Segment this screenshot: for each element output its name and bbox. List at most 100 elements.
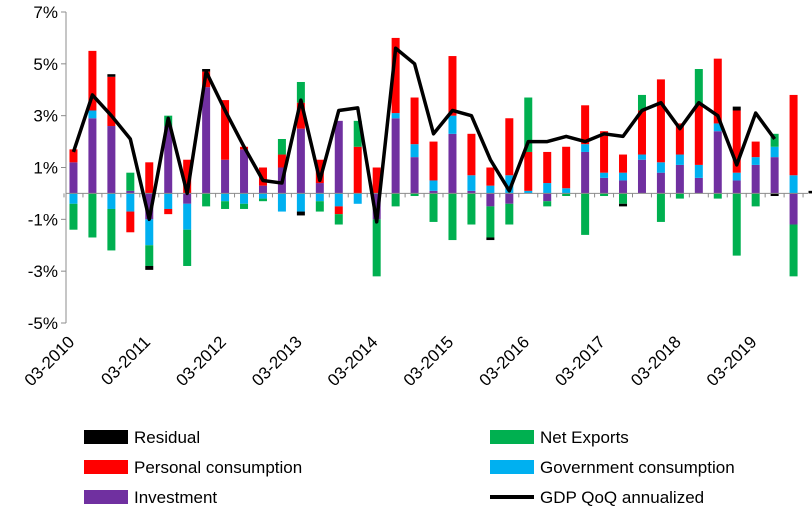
bar-segment-government-consumption (126, 193, 135, 212)
bar-segment-personal-consumption (789, 94, 798, 176)
bar-segment-government-consumption (675, 154, 684, 165)
bar-segment-government-consumption (637, 154, 646, 160)
bar-segment-government-consumption (334, 193, 343, 207)
legend-item-net-exports: Net Exports (490, 428, 629, 447)
legend-item-government-consumption: Government consumption (490, 458, 735, 477)
bar-segment-investment (656, 172, 665, 194)
bar-segment-government-consumption (391, 113, 400, 119)
bar-segment-residual (770, 193, 779, 197)
bar-segment-personal-consumption (562, 146, 571, 189)
bar-segment-investment (751, 164, 760, 194)
y-tick-label: -3% (28, 262, 58, 281)
bar-segment-government-consumption (619, 172, 628, 181)
bar-segment-personal-consumption (486, 167, 495, 186)
bar-segment-personal-consumption (675, 123, 684, 155)
bar-segment-government-consumption (296, 193, 305, 212)
bar-segment-investment (581, 151, 590, 194)
bar-segment-government-consumption (770, 146, 779, 158)
bar-segment-net-exports (694, 69, 703, 106)
bar-segment-personal-consumption (391, 37, 400, 114)
y-tick-label: 3% (33, 107, 58, 126)
bar-segment-investment (789, 193, 798, 225)
axes-layer: -5% -3% -1% 1% 3% 5% 7% 03-2010 03-2011 03-2012 03… (21, 3, 808, 390)
bar-segment-net-exports (600, 193, 609, 197)
bar-segment-government-consumption (486, 185, 495, 194)
bar-segment-government-consumption (258, 193, 267, 199)
bar-segment-residual (145, 265, 154, 270)
bar-segment-net-exports (770, 133, 779, 147)
x-tick-label: 03-2018 (627, 332, 685, 390)
bar-segment-residual (107, 74, 116, 77)
bar-segment-net-exports (334, 214, 343, 225)
bar-segment-government-consumption (69, 193, 78, 204)
bar-segment-net-exports (183, 229, 192, 266)
bar-segment-personal-consumption (656, 79, 665, 163)
x-tick-label: 03-2010 (21, 332, 79, 390)
bar-segment-personal-consumption (353, 146, 362, 194)
bar-segment-personal-consumption (467, 133, 476, 176)
x-tick-label: 03-2012 (172, 332, 230, 390)
bar-segment-residual (619, 203, 628, 207)
bar-segment-net-exports (391, 193, 400, 207)
bar-segment-personal-consumption (145, 162, 154, 194)
bar-segment-personal-consumption (88, 50, 97, 111)
bar-segment-government-consumption (448, 115, 457, 134)
bar-segment-net-exports (581, 193, 590, 235)
bar-segment-personal-consumption (713, 58, 722, 124)
bar-segment-personal-consumption (543, 151, 552, 184)
bar-segment-investment (107, 126, 116, 194)
bar-segment-net-exports (296, 81, 305, 103)
bar-segment-net-exports (126, 172, 135, 191)
gdp-qoq-line (71, 46, 777, 224)
bar-segment-investment (486, 193, 495, 207)
bar-segment-personal-consumption (183, 159, 192, 194)
bar-segment-net-exports (543, 201, 552, 207)
bar-segment-net-exports (619, 193, 628, 204)
legend-label: Residual (134, 428, 200, 447)
bar-segment-government-consumption (164, 193, 173, 209)
y-tick-label: -5% (28, 314, 58, 333)
bar-segment-investment (694, 177, 703, 194)
bar-segment-investment (505, 193, 514, 204)
x-tick-label: 03-2016 (476, 332, 534, 390)
bar-segment-investment (88, 118, 97, 194)
bar-segment-personal-consumption (732, 110, 741, 173)
bar-segment-investment (183, 193, 192, 204)
bar-segment-net-exports (315, 201, 324, 212)
bar-segment-government-consumption (732, 172, 741, 181)
bar-segment-net-exports (562, 193, 571, 197)
bar-segment-government-consumption (240, 193, 249, 204)
bar-segment-investment (240, 149, 249, 194)
bar-segment-personal-consumption (372, 167, 381, 194)
legend-label: GDP QoQ annualized (540, 488, 704, 507)
bar-segment-net-exports (88, 193, 97, 238)
legend-item-residual: Residual (84, 428, 200, 447)
x-tick-label: 03-2017 (551, 332, 609, 390)
bar-segment-investment (467, 190, 476, 194)
bar-segment-net-exports (372, 219, 381, 277)
bar-segment-government-consumption (221, 193, 230, 202)
gdp-line-layer (71, 46, 777, 224)
y-tick-label: 5% (33, 55, 58, 74)
legend-swatch (490, 460, 534, 474)
bar-segment-residual (486, 237, 495, 241)
bar-segment-net-exports (410, 193, 419, 197)
bar-segment-net-exports (221, 201, 230, 209)
bar-segment-net-exports (69, 203, 78, 230)
bar-segment-personal-consumption (126, 211, 135, 233)
y-tick-label: 1% (33, 159, 58, 178)
bar-segment-investment (600, 177, 609, 194)
x-tick-label: 03-2019 (703, 332, 761, 390)
bar-segment-net-exports (713, 193, 722, 199)
bar-segment-personal-consumption (410, 97, 419, 145)
bar-segment-investment (732, 180, 741, 194)
bar-segment-net-exports (751, 193, 760, 207)
bar-segment-government-consumption (543, 183, 552, 194)
bar-segment-government-consumption (183, 203, 192, 230)
bar-segment-net-exports (486, 206, 495, 238)
bar-segment-personal-consumption (429, 141, 438, 181)
bar-segment-government-consumption (600, 172, 609, 178)
bar-segment-government-consumption (789, 175, 798, 194)
x-tick-label: 03-2013 (248, 332, 306, 390)
